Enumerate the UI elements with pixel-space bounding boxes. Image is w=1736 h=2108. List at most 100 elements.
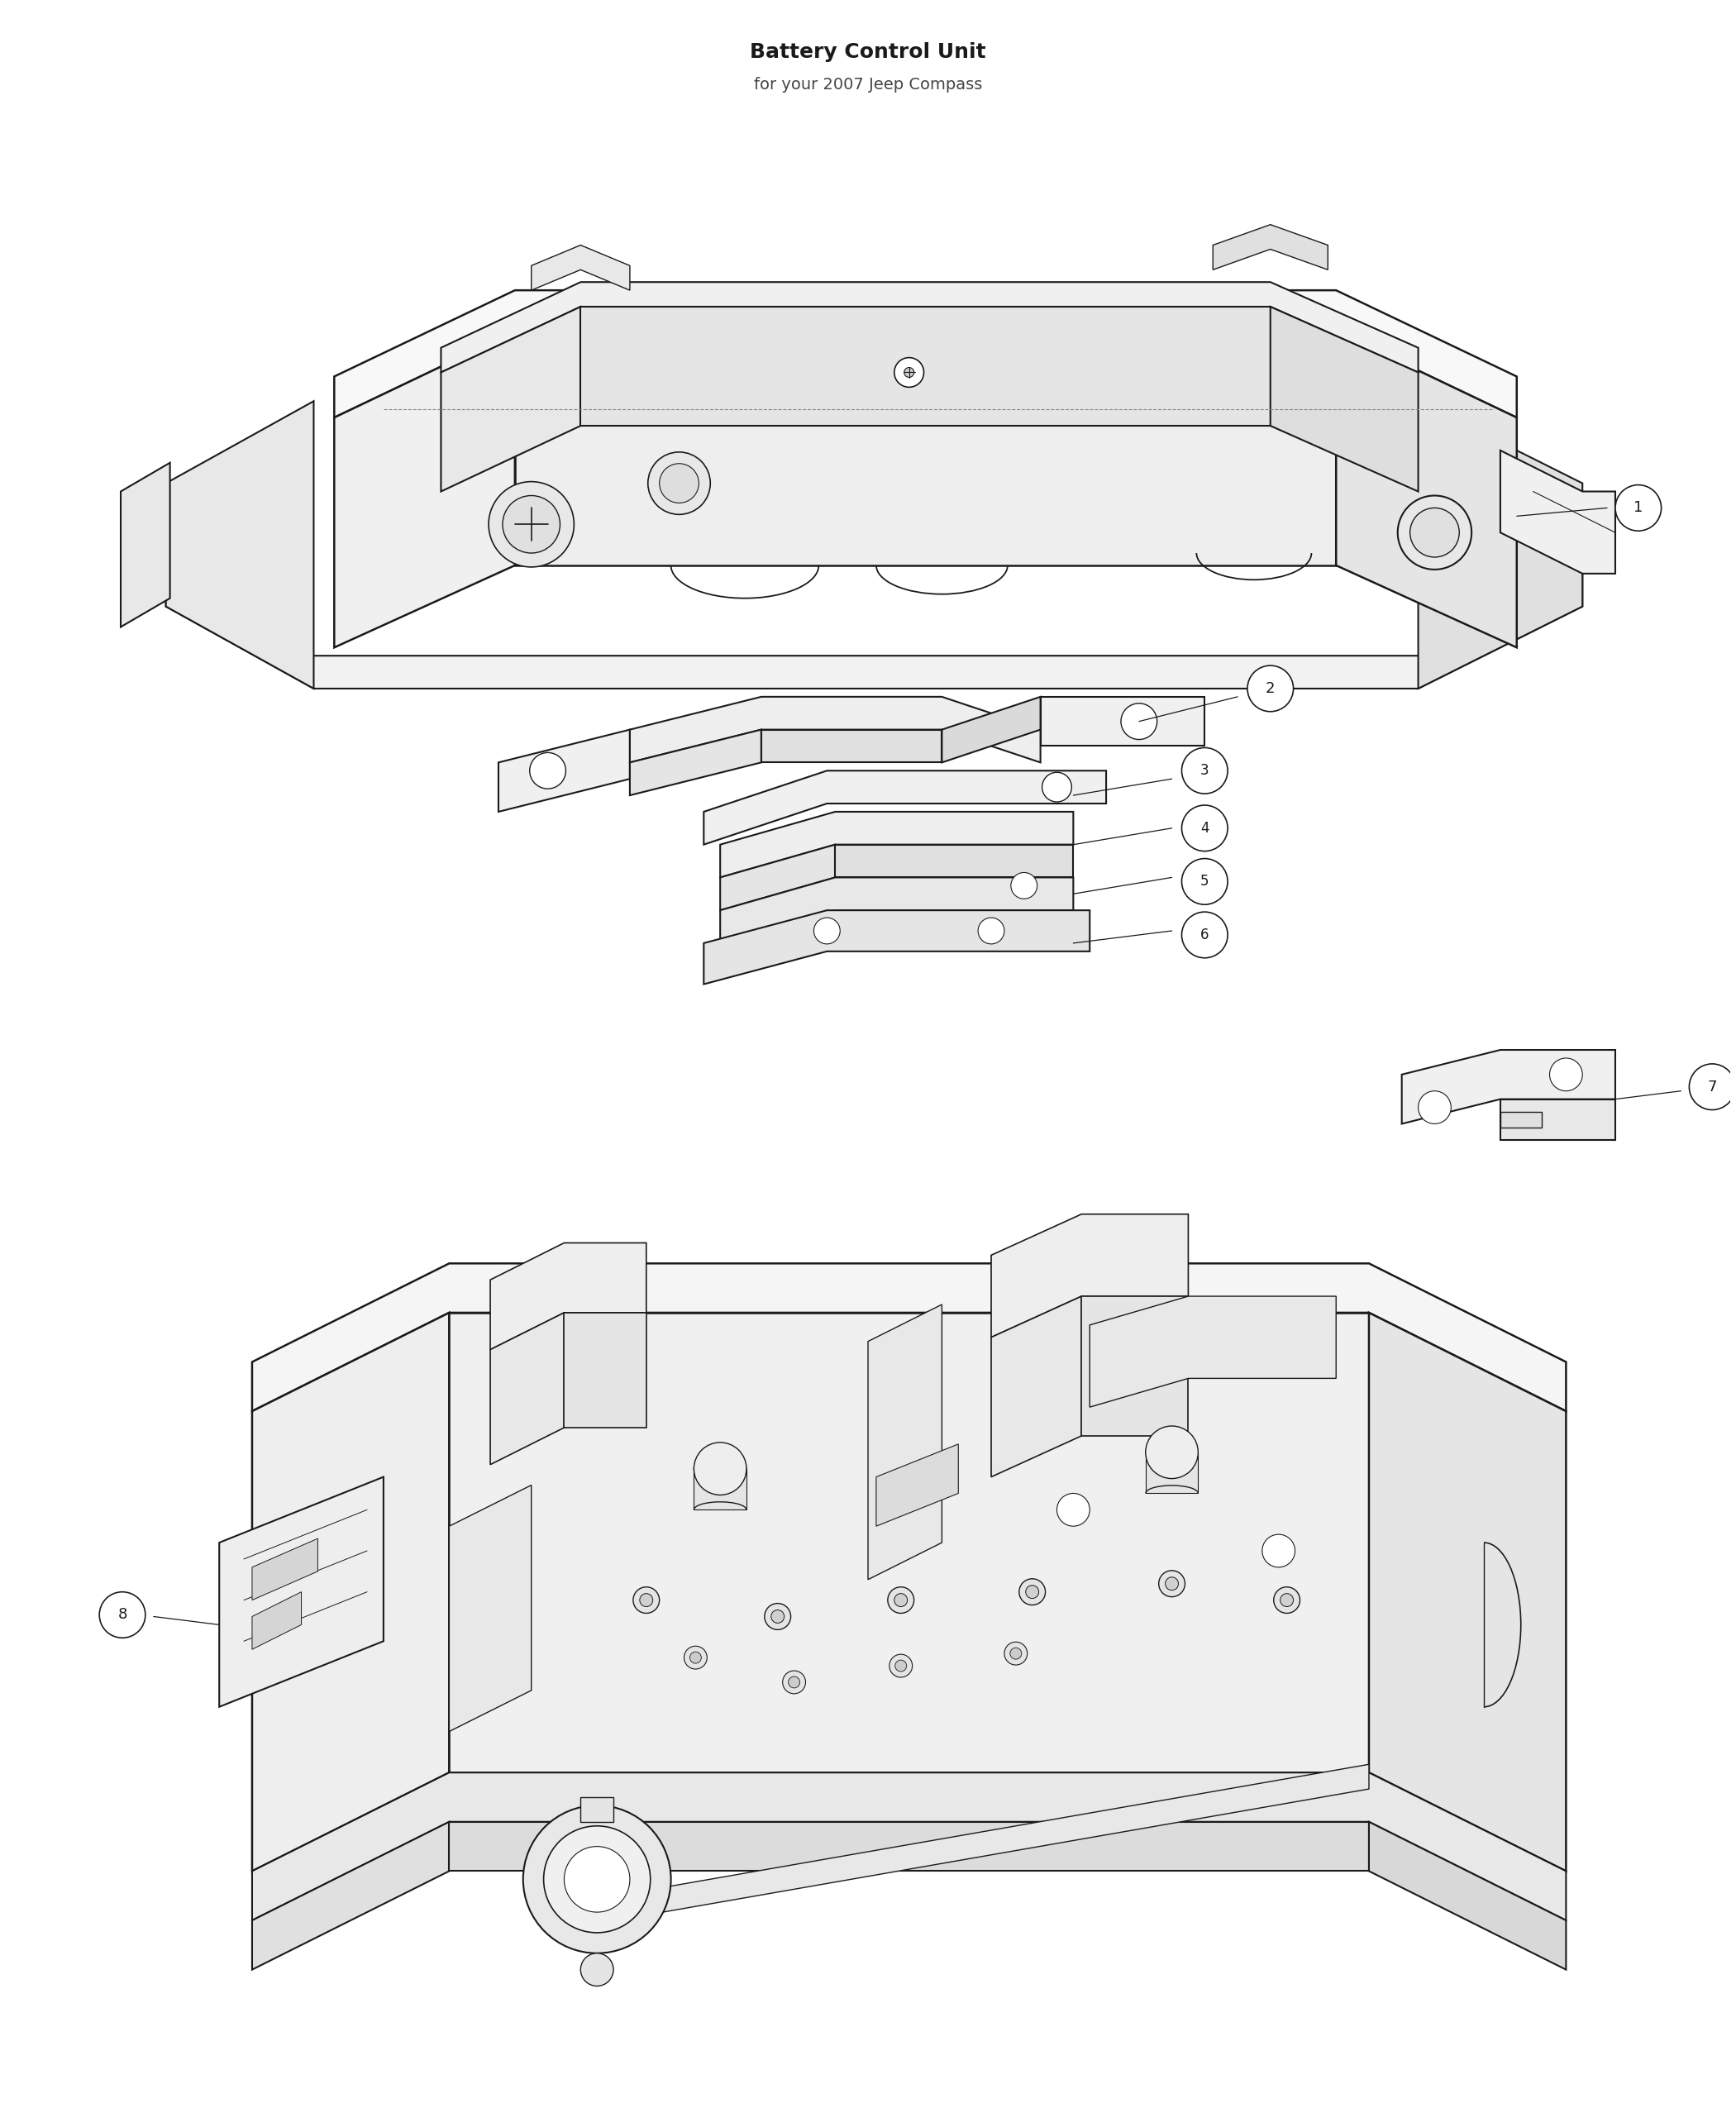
Circle shape [783,1672,806,1693]
Circle shape [1010,1648,1021,1659]
Circle shape [1005,1642,1028,1665]
Circle shape [1262,1535,1295,1566]
Circle shape [689,1653,701,1663]
Polygon shape [720,845,835,911]
Polygon shape [450,1313,1370,1773]
Circle shape [1182,805,1227,852]
Circle shape [1165,1577,1179,1589]
Circle shape [1146,1425,1198,1478]
Circle shape [887,1587,913,1613]
Polygon shape [516,331,1337,565]
Circle shape [543,1826,651,1933]
Circle shape [634,1587,660,1613]
Polygon shape [1500,451,1614,573]
Circle shape [1182,913,1227,957]
Circle shape [564,1847,630,1912]
Circle shape [580,1954,613,1986]
Circle shape [1182,858,1227,904]
Polygon shape [1337,331,1517,647]
Polygon shape [1213,226,1328,270]
Circle shape [1614,485,1661,531]
Polygon shape [490,1244,646,1349]
Text: 3: 3 [1200,763,1208,778]
Circle shape [529,753,566,788]
Circle shape [894,1594,908,1606]
Polygon shape [1500,1098,1614,1140]
Polygon shape [122,464,170,626]
Polygon shape [335,331,516,647]
Circle shape [814,917,840,944]
Polygon shape [441,306,580,491]
Text: 2: 2 [1266,681,1276,696]
Circle shape [1397,495,1472,569]
Circle shape [1026,1585,1038,1598]
Polygon shape [720,812,1073,877]
Circle shape [1121,704,1158,740]
Circle shape [1279,1594,1293,1606]
Text: 1: 1 [1634,500,1642,514]
Polygon shape [252,1263,1566,1410]
Polygon shape [580,306,1271,426]
Circle shape [1274,1587,1300,1613]
Polygon shape [703,772,1106,845]
Polygon shape [1401,1050,1614,1124]
Circle shape [1182,748,1227,795]
Circle shape [1010,873,1036,898]
Circle shape [889,1655,913,1678]
Polygon shape [167,401,314,689]
Circle shape [1248,666,1293,713]
Circle shape [1689,1065,1736,1109]
Text: 4: 4 [1200,820,1208,835]
Circle shape [648,451,710,514]
Polygon shape [1271,306,1418,491]
Circle shape [896,1659,906,1672]
Polygon shape [1370,1821,1566,1969]
Polygon shape [762,729,943,763]
Circle shape [99,1592,146,1638]
Polygon shape [1082,1296,1187,1436]
Circle shape [502,495,561,552]
Circle shape [523,1804,670,1954]
Polygon shape [450,1486,531,1731]
Polygon shape [868,1305,943,1579]
Circle shape [1410,508,1460,557]
Text: for your 2007 Jeep Compass: for your 2007 Jeep Compass [753,78,983,93]
Circle shape [771,1611,785,1623]
Circle shape [1057,1492,1090,1526]
Circle shape [977,917,1005,944]
Polygon shape [252,1313,450,1872]
Circle shape [684,1646,707,1670]
Circle shape [694,1442,746,1495]
Polygon shape [1040,698,1205,746]
Polygon shape [252,1539,318,1600]
Text: 8: 8 [118,1608,127,1623]
Polygon shape [1500,1111,1542,1128]
Text: 5: 5 [1200,875,1208,890]
Circle shape [764,1604,792,1629]
Polygon shape [1418,401,1583,689]
Polygon shape [490,1313,564,1465]
Polygon shape [252,1821,450,1969]
Circle shape [788,1676,800,1689]
Circle shape [904,367,913,377]
Polygon shape [877,1444,958,1526]
Circle shape [660,464,700,504]
Polygon shape [252,1592,302,1648]
Polygon shape [564,1313,646,1427]
Polygon shape [835,845,1073,877]
Polygon shape [219,1478,384,1707]
Polygon shape [663,1764,1370,1912]
Circle shape [488,481,575,567]
Polygon shape [498,729,630,812]
Polygon shape [441,282,1418,373]
Polygon shape [720,877,1073,942]
Circle shape [1550,1058,1583,1092]
Polygon shape [252,1773,1566,1920]
Polygon shape [630,698,1040,763]
Text: 6: 6 [1200,928,1208,942]
Circle shape [639,1594,653,1606]
Polygon shape [1090,1296,1337,1408]
Text: 7: 7 [1708,1079,1717,1094]
Polygon shape [1370,1313,1566,1872]
Polygon shape [694,1469,746,1509]
